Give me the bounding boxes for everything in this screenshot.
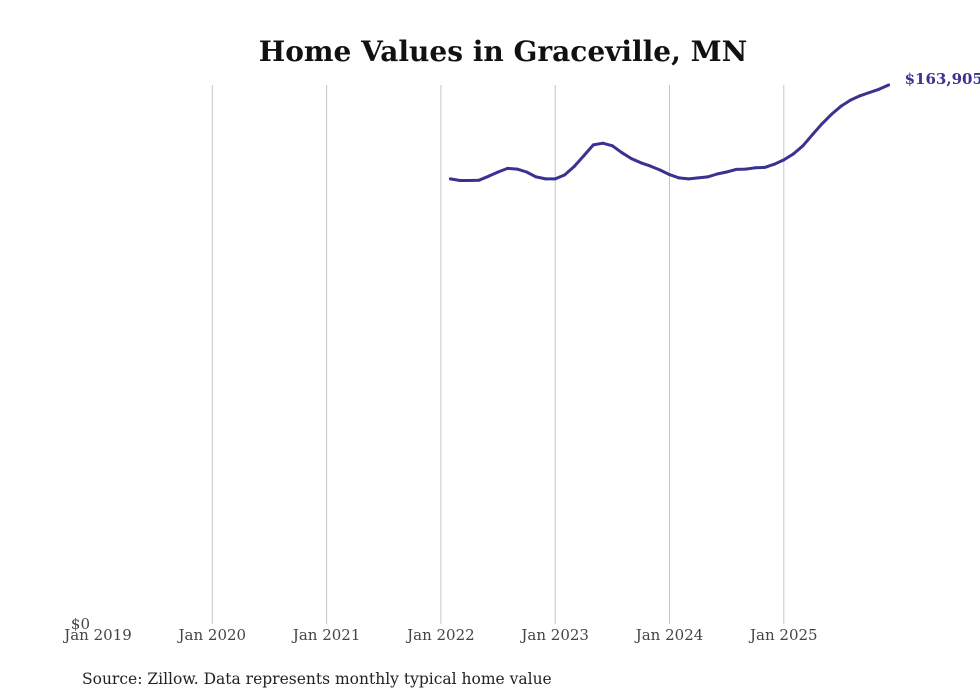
data-point — [696, 176, 700, 180]
x-tick-label: Jan 2019 — [62, 626, 132, 644]
data-point — [772, 162, 776, 166]
data-point — [601, 141, 605, 145]
source-note: Source: Zillow. Data represents monthly … — [82, 670, 552, 688]
data-point — [810, 133, 814, 137]
data-point — [725, 170, 729, 174]
data-point — [534, 175, 538, 179]
data-point — [629, 157, 633, 161]
latest-value-label: $163,905 — [905, 70, 980, 88]
data-point — [620, 151, 624, 155]
data-point — [868, 91, 871, 94]
x-tick-label: Jan 2020 — [177, 626, 247, 644]
data-point — [887, 83, 891, 87]
data-point — [829, 112, 833, 116]
data-point — [849, 98, 852, 102]
data-point — [477, 178, 481, 182]
data-point — [639, 161, 643, 165]
data-point — [820, 122, 824, 126]
x-tick-label: Jan 2024 — [634, 626, 704, 644]
data-point — [839, 104, 843, 108]
data-point — [801, 144, 805, 148]
x-tick-label: Jan 2023 — [519, 626, 589, 644]
data-point — [525, 170, 529, 174]
data-point — [791, 152, 795, 156]
data-point — [506, 166, 510, 170]
data-point — [487, 174, 490, 178]
data-point — [782, 158, 786, 162]
data-point — [753, 166, 757, 170]
data-point — [572, 164, 576, 168]
data-point — [763, 165, 767, 169]
data-point — [553, 177, 557, 181]
data-point — [744, 167, 748, 171]
data-point — [668, 173, 671, 177]
x-tick-label: Jan 2025 — [748, 626, 818, 644]
y-tick-label-zero: $0 — [71, 615, 90, 633]
data-point — [448, 177, 452, 181]
data-point — [715, 172, 719, 176]
data-point — [658, 168, 662, 172]
data-point — [858, 94, 862, 98]
data-point — [468, 179, 471, 182]
x-tick-label: Jan 2022 — [405, 626, 475, 644]
data-point — [648, 164, 652, 168]
data-point — [544, 177, 548, 181]
data-point — [458, 179, 462, 182]
data-point — [496, 170, 500, 174]
x-tick-label: Jan 2021 — [291, 626, 361, 644]
data-point — [706, 175, 710, 179]
x-axis-ticks: Jan 2019 Jan 2020 Jan 2021 Jan 2022 Jan 2023… — [62, 626, 817, 644]
data-point — [582, 154, 586, 158]
data-point — [877, 87, 881, 91]
data-point — [734, 167, 738, 171]
series-points — [448, 83, 891, 182]
data-point — [591, 143, 595, 147]
gridlines — [211, 85, 785, 624]
data-point — [563, 173, 567, 177]
data-point — [610, 144, 614, 148]
data-point — [687, 177, 691, 181]
data-point — [515, 167, 519, 171]
chart-title: Home Values in Graceville, MN — [259, 35, 747, 68]
data-point — [677, 176, 681, 180]
